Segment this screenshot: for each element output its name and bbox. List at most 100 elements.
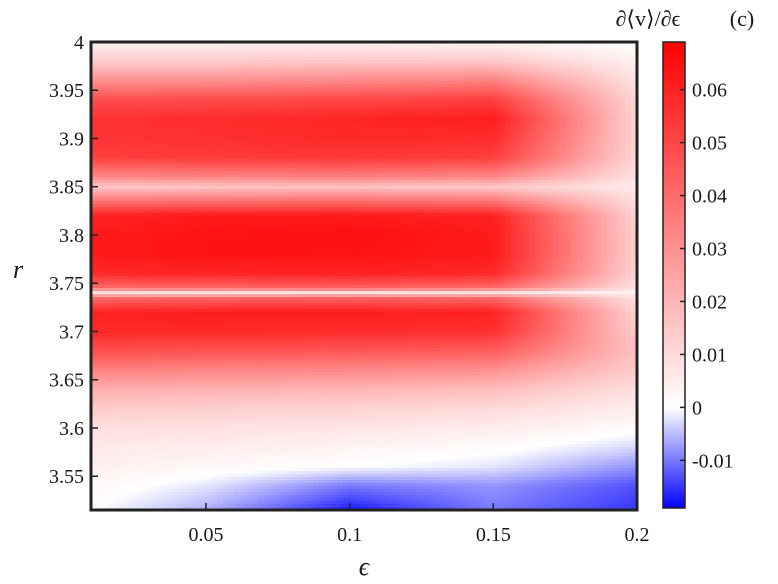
heatmap-cell (121, 69, 128, 73)
heatmap-cell (607, 78, 614, 82)
heatmap-cell (367, 201, 374, 205)
heatmap-cell (553, 63, 560, 67)
heatmap-cell (505, 204, 512, 208)
heatmap-cell (511, 72, 518, 76)
heatmap-cell (589, 189, 596, 193)
heatmap-cell (313, 60, 320, 64)
heatmap-cell (265, 132, 272, 136)
heatmap-cell (577, 144, 584, 148)
heatmap-cell (121, 174, 128, 178)
heatmap-cell (223, 198, 230, 202)
heatmap-cell (343, 126, 350, 130)
heatmap-cell (109, 81, 116, 85)
heatmap-cell (337, 183, 344, 187)
heatmap-cell (433, 108, 440, 112)
heatmap-cell (307, 114, 314, 118)
heatmap-cell (355, 174, 362, 178)
heatmap-cell (409, 132, 416, 136)
heatmap-cell (181, 177, 188, 181)
heatmap-cell (187, 60, 194, 64)
heatmap-cell (535, 60, 542, 64)
heatmap-cell (151, 201, 158, 205)
heatmap-cell (247, 99, 254, 103)
heatmap-cell (607, 189, 614, 193)
heatmap-cell (289, 66, 296, 70)
heatmap-cell (487, 141, 494, 145)
heatmap-cell (217, 195, 224, 199)
heatmap-cell (361, 57, 368, 61)
heatmap-cell (271, 165, 278, 169)
heatmap-cell (229, 141, 236, 145)
heatmap-cell (103, 54, 110, 58)
heatmap-cell (91, 81, 98, 85)
heatmap-cell (109, 171, 116, 175)
heatmap-cell (439, 153, 446, 157)
heatmap-cell (415, 153, 422, 157)
heatmap-cell (181, 186, 188, 190)
heatmap-cell (325, 141, 332, 145)
heatmap-cell (493, 93, 500, 97)
heatmap-cell (601, 117, 608, 121)
heatmap-cell (397, 144, 404, 148)
heatmap-cell (583, 60, 590, 64)
heatmap-cell (157, 144, 164, 148)
heatmap-cell (247, 186, 254, 190)
heatmap-cell (91, 117, 98, 121)
heatmap-cell (403, 162, 410, 166)
heatmap-cell (373, 105, 380, 109)
heatmap-cell (115, 75, 122, 79)
heatmap-cell (145, 129, 152, 133)
heatmap-cell (367, 72, 374, 76)
heatmap-cell (109, 48, 116, 52)
heatmap-cell (223, 123, 230, 127)
heatmap-cell (631, 60, 637, 64)
heatmap-cell (583, 192, 590, 196)
heatmap-cell (151, 123, 158, 127)
heatmap-cell (607, 147, 614, 151)
heatmap-cell (517, 147, 524, 151)
heatmap-cell (349, 102, 356, 106)
heatmap-cell (445, 126, 452, 130)
heatmap-cell (277, 114, 284, 118)
heatmap-cell (535, 48, 542, 52)
heatmap-cell (421, 69, 428, 73)
heatmap-cell (559, 69, 566, 73)
heatmap-cell (577, 129, 584, 133)
heatmap-cell (265, 45, 272, 49)
heatmap-cell (493, 42, 500, 46)
heatmap-cell (421, 144, 428, 148)
heatmap-cell (391, 48, 398, 52)
heatmap-cell (133, 189, 140, 193)
heatmap-cell (337, 81, 344, 85)
heatmap-cell (307, 81, 314, 85)
heatmap-cell (565, 45, 572, 49)
heatmap-cell (265, 108, 272, 112)
heatmap-cell (157, 132, 164, 136)
heatmap-cell (529, 183, 536, 187)
heatmap-cell (499, 156, 506, 160)
heatmap-cell (457, 60, 464, 64)
heatmap-cell (421, 78, 428, 82)
heatmap-cell (457, 75, 464, 79)
heatmap-cell (259, 144, 266, 148)
heatmap-cell (337, 141, 344, 145)
heatmap-cell (145, 105, 152, 109)
heatmap-cell (355, 126, 362, 130)
heatmap-cell (601, 177, 608, 181)
heatmap-cell (619, 51, 626, 55)
heatmap-cell (169, 72, 176, 76)
heatmap-cell (607, 159, 614, 163)
heatmap-cell (577, 81, 584, 85)
heatmap-cell (385, 60, 392, 64)
heatmap-cell (613, 51, 620, 55)
heatmap-cell (391, 54, 398, 58)
heatmap-cell (151, 150, 158, 154)
heatmap-cell (415, 147, 422, 151)
heatmap-cell (169, 195, 176, 199)
heatmap-cell (289, 75, 296, 79)
heatmap-cell (451, 111, 458, 115)
heatmap-cell (331, 51, 338, 55)
heatmap-cell (337, 54, 344, 58)
heatmap-cell (427, 54, 434, 58)
heatmap-cell (235, 105, 242, 109)
